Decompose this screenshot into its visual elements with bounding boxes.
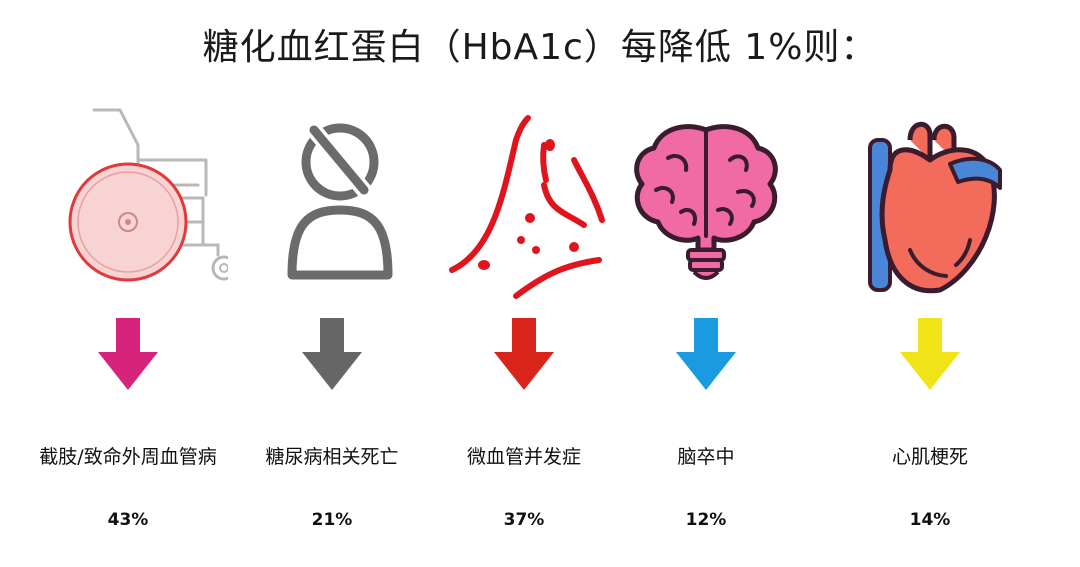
down-arrow-icon <box>494 318 554 390</box>
person-death-icon <box>232 100 432 300</box>
outcome-label: 糖尿病相关死亡 <box>265 446 399 468</box>
page-title: 糖化血红蛋白（HbA1c）每降低 1%则： <box>202 27 878 68</box>
outcome-value: 43% <box>107 510 149 530</box>
down-arrow-icon <box>302 318 362 390</box>
outcome-value: 21% <box>311 510 353 530</box>
down-arrow-icon <box>98 318 158 390</box>
outcome-diabetes-death: 糖尿病相关死亡 21% <box>232 100 432 550</box>
outcome-stroke: 脑卒中 12% <box>606 100 806 550</box>
outcome-value: 37% <box>503 510 545 530</box>
outcome-myocardial-infarction: 心肌梗死 14% <box>830 100 1030 550</box>
outcome-microvascular: 微血管并发症 37% <box>424 100 624 550</box>
brain-icon <box>606 100 806 300</box>
outcome-label: 截肢/致命外周血管病 <box>39 446 217 468</box>
outcome-label: 脑卒中 <box>677 446 735 468</box>
down-arrow-icon <box>900 318 960 390</box>
outcome-value: 14% <box>909 510 951 530</box>
wheelchair-icon <box>28 100 228 300</box>
outcome-value: 12% <box>685 510 727 530</box>
blood-vessel-icon <box>424 100 624 300</box>
outcome-label: 心肌梗死 <box>891 446 968 468</box>
outcome-label: 微血管并发症 <box>466 446 581 468</box>
down-arrow-icon <box>676 318 736 390</box>
heart-icon <box>830 100 1030 300</box>
outcome-amputation: 截肢/致命外周血管病 43% <box>28 100 228 550</box>
